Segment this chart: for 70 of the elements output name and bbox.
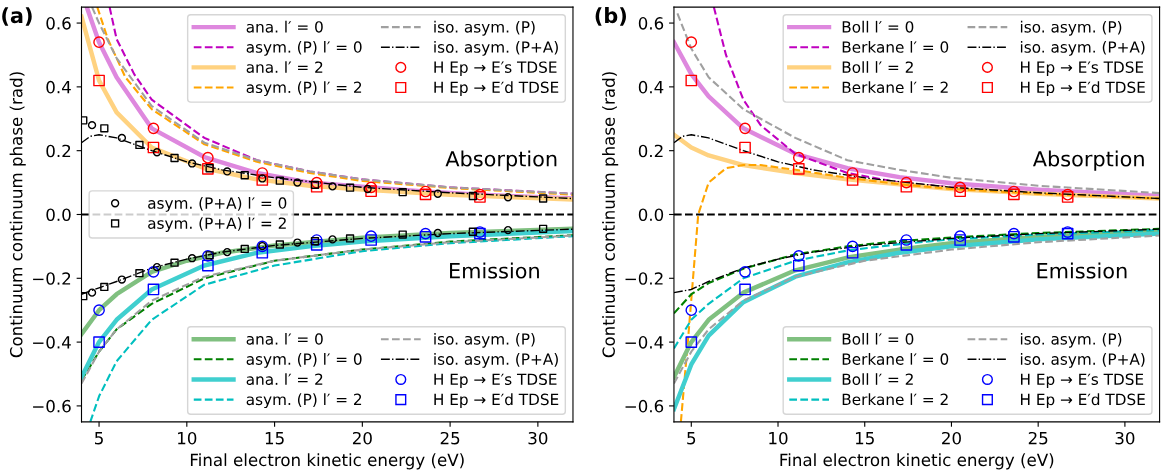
legend-label: iso. asym. (P+A) bbox=[1020, 40, 1145, 56]
y-tick-label: 0.0 bbox=[638, 208, 664, 222]
legend-label: H Ep → E′d TDSE bbox=[1021, 81, 1145, 97]
legend-label: iso. asym. (P) bbox=[434, 332, 535, 348]
y-axis-title: Continuum continuum phase (rad) bbox=[602, 72, 619, 358]
legend-label: H Ep → E′s TDSE bbox=[434, 61, 557, 76]
legend-label: asym. (P) l′ = 2 bbox=[246, 393, 362, 409]
y-tick-label: −0.2 bbox=[33, 272, 71, 285]
legend-label: H Ep → E′s TDSE bbox=[1021, 61, 1144, 76]
legend-label: asym. (P) l′ = 0 bbox=[246, 353, 362, 368]
y-tick-label: 0.4 bbox=[46, 80, 71, 94]
y-tick-label: −0.6 bbox=[625, 399, 664, 413]
x-axis-title: Final electron kinetic energy (eV) bbox=[190, 453, 464, 470]
x-tick-label: 20 bbox=[942, 431, 961, 445]
legend-label: ana. l′ = 2 bbox=[246, 61, 323, 73]
legend-label: ana. l′ = 0 bbox=[246, 332, 323, 345]
text: (a) bbox=[2, 7, 32, 26]
x-tick-label: 15 bbox=[855, 432, 874, 445]
legend-label: Boll l′ = 2 bbox=[842, 373, 913, 386]
x-tick-label: 25 bbox=[1028, 431, 1048, 445]
y-tick-label: 0.4 bbox=[638, 80, 664, 94]
x-tick-label: 5 bbox=[95, 432, 103, 445]
legend-label: iso. asym. (P+A) bbox=[434, 353, 558, 368]
y-tick-label: −0.2 bbox=[625, 272, 663, 285]
x-axis-title: Final electron kinetic energy (eV) bbox=[780, 453, 1054, 470]
y-tick-label: 0.6 bbox=[46, 17, 71, 30]
annotation: Emission bbox=[450, 262, 539, 279]
x-tick-label: 30 bbox=[528, 431, 548, 445]
y-tick-label: −0.6 bbox=[33, 399, 71, 413]
annotation: Emission bbox=[1037, 262, 1127, 279]
legend-label: ana. l′ = 0 bbox=[246, 20, 323, 33]
legend-label: ana. l′ = 2 bbox=[246, 373, 323, 386]
y-axis-title: Continuum continuum phase (rad) bbox=[9, 72, 26, 358]
text: (b) bbox=[595, 7, 626, 26]
legend-label: Boll l′ = 0 bbox=[842, 332, 914, 345]
legend-label: Boll l′ = 0 bbox=[842, 20, 914, 33]
legend-label: asym. (P) l′ = 2 bbox=[246, 81, 362, 97]
y-tick-label: −0.4 bbox=[625, 336, 664, 349]
y-tick-label: 0.2 bbox=[638, 144, 663, 158]
legend-label: H Ep → E′s TDSE bbox=[434, 373, 557, 388]
legend-label: asym. (P) l′ = 0 bbox=[246, 40, 362, 56]
legend-label: iso. asym. (P+A) bbox=[434, 40, 558, 56]
y-tick-label: −0.4 bbox=[33, 336, 71, 349]
x-tick-label: 30 bbox=[1115, 431, 1135, 445]
legend-label: Berkane l′ = 2 bbox=[842, 81, 948, 94]
legend-label: iso. asym. (P) bbox=[1020, 20, 1122, 36]
legend-label: iso. asym. (P) bbox=[434, 20, 535, 36]
legend-label: asym. (P+A) l′ = 0 bbox=[148, 197, 287, 212]
legend-label: H Ep → E′d TDSE bbox=[434, 81, 559, 97]
legend-label: H Ep → E′d TDSE bbox=[434, 393, 559, 409]
x-tick-label: 25 bbox=[440, 431, 460, 445]
y-tick-label: 0.0 bbox=[46, 208, 71, 222]
x-tick-label: 20 bbox=[352, 431, 372, 445]
legend-label: iso. asym. (P+A) bbox=[1020, 353, 1145, 368]
legend-label: Berkane l′ = 0 bbox=[842, 353, 949, 365]
x-tick-label: 15 bbox=[265, 432, 284, 445]
legend-label: Berkane l′ = 2 bbox=[842, 393, 948, 406]
legend-label: Berkane l′ = 0 bbox=[842, 40, 949, 53]
legend-label: H Ep → E′d TDSE bbox=[1021, 393, 1145, 409]
annotation: Absorption bbox=[1032, 150, 1144, 171]
legend-label: H Ep → E′s TDSE bbox=[1021, 373, 1144, 388]
legend-label: asym. (P+A) l′ = 2 bbox=[148, 217, 286, 232]
x-tick-label: 5 bbox=[687, 432, 696, 445]
y-tick-label: 0.2 bbox=[46, 144, 71, 158]
y-tick-label: 0.6 bbox=[638, 17, 664, 30]
x-tick-label: 10 bbox=[769, 431, 788, 445]
x-tick-label: 10 bbox=[178, 431, 197, 445]
annotation: Absorption bbox=[445, 150, 557, 171]
legend-label: Boll l′ = 2 bbox=[842, 61, 913, 73]
legend-label: iso. asym. (P) bbox=[1020, 332, 1122, 348]
